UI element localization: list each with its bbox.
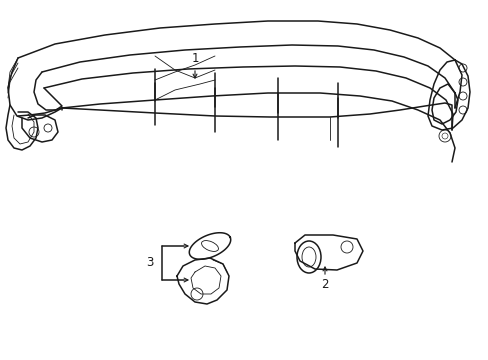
Text: 2: 2	[321, 279, 328, 292]
Text: 1: 1	[191, 51, 198, 64]
Text: 3: 3	[146, 256, 153, 270]
